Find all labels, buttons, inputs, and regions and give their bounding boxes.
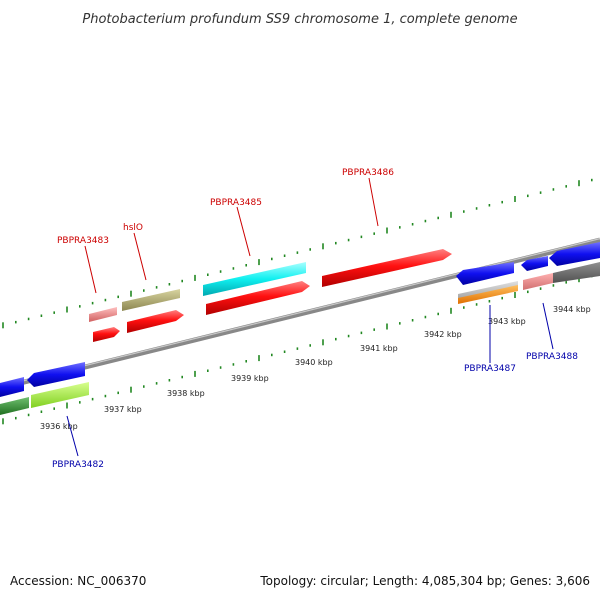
leader-line xyxy=(133,232,147,281)
scale-label: 3942 kbp xyxy=(424,330,462,339)
leader-line xyxy=(84,245,97,294)
scale-label: 3941 kbp xyxy=(360,344,398,353)
map-title: Photobacterium profundum SS9 chromosome … xyxy=(82,12,517,27)
gene-hslo[interactable] xyxy=(122,289,180,311)
scale-label: 3940 kbp xyxy=(295,358,333,367)
topology-text: Topology: circular; Length: 4,085,304 bp… xyxy=(259,574,590,588)
leader-line xyxy=(66,415,79,457)
label-pbpra3488[interactable]: PBPRA3488 xyxy=(526,352,578,362)
gene-track-forward xyxy=(89,249,600,342)
accession-text: Accession: NC_006370 xyxy=(10,574,146,588)
gene-pbpra3486-cds[interactable] xyxy=(322,249,452,287)
label-pbpra3487[interactable]: PBPRA3487 xyxy=(464,364,516,374)
tick-row-forward xyxy=(2,178,593,329)
gene-left-edge[interactable] xyxy=(0,377,24,397)
gene-reverse-d[interactable] xyxy=(27,362,85,387)
gene-labels-reverse: PBPRA3482 PBPRA3487 PBPRA3488 xyxy=(52,302,578,470)
scale-labels: 3936 kbp 3937 kbp 3938 kbp 3939 kbp 3940… xyxy=(40,305,591,431)
scale-label: 3938 kbp xyxy=(167,389,205,398)
leader-line xyxy=(542,302,554,350)
scale-label: 3936 kbp xyxy=(40,422,78,431)
gene-pbpra3482[interactable] xyxy=(31,382,89,408)
gene-pbpra3483-cds[interactable] xyxy=(93,327,120,342)
gene-pbpra3483[interactable] xyxy=(89,307,117,322)
gene-left-green[interactable] xyxy=(0,397,29,415)
scale-label: 3944 kbp xyxy=(553,305,591,314)
scale-label: 3939 kbp xyxy=(231,374,269,383)
gene-pbpra3488[interactable] xyxy=(523,273,553,290)
leader-line xyxy=(368,177,379,227)
gene-reverse-c[interactable] xyxy=(549,242,600,266)
label-hslo[interactable]: hslO xyxy=(123,223,143,233)
label-pbpra3485[interactable]: PBPRA3485 xyxy=(210,198,262,208)
gene-right-edge[interactable] xyxy=(553,262,600,283)
label-pbpra3483[interactable]: PBPRA3483 xyxy=(57,236,109,246)
gene-reverse-b[interactable] xyxy=(521,256,548,271)
backbone-highlight xyxy=(0,238,600,388)
tick-row-reverse xyxy=(2,274,593,425)
leader-line xyxy=(236,206,251,257)
scale-label: 3943 kbp xyxy=(488,317,526,326)
scale-label: 3937 kbp xyxy=(104,405,142,414)
gene-pbpra3485[interactable] xyxy=(203,262,306,296)
gene-pbpra3487[interactable] xyxy=(458,285,518,304)
label-pbpra3482[interactable]: PBPRA3482 xyxy=(52,460,104,470)
gene-hslo-cds[interactable] xyxy=(127,310,184,333)
gene-pbpra3485-cds[interactable] xyxy=(206,281,310,315)
label-pbpra3486[interactable]: PBPRA3486 xyxy=(342,168,394,178)
gene-reverse-a[interactable] xyxy=(456,262,514,285)
gene-labels-forward: PBPRA3483 hslO PBPRA3485 PBPRA3486 xyxy=(57,168,394,294)
gene-track-reverse xyxy=(0,242,600,415)
